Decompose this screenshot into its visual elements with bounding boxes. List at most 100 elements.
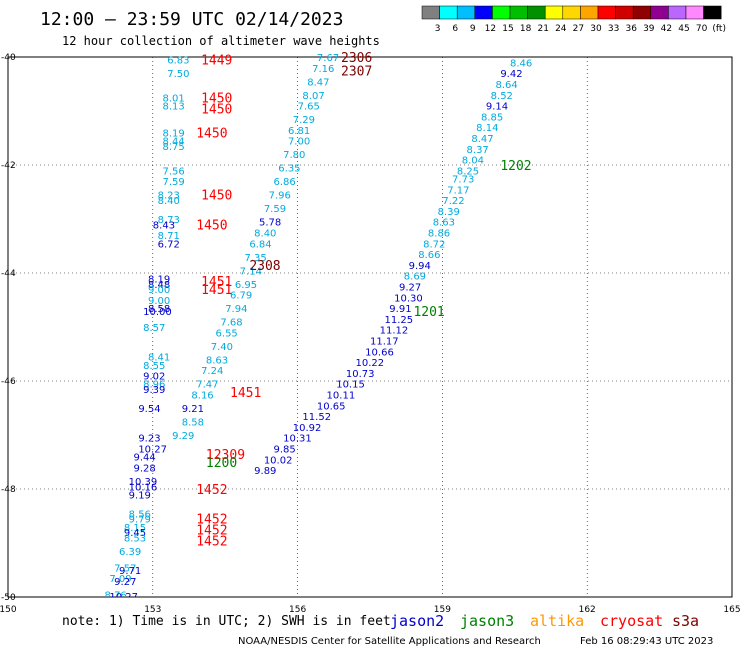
wave-height-label: 6.83 [167,56,189,67]
wave-height-label: 8.44 [162,137,184,148]
wave-height-label: 6.86 [273,177,295,188]
wave-height-label: 11.52 [302,412,331,423]
pass-time-label: 1202 [500,159,531,174]
color-scale-label: 30 [590,24,602,34]
wave-height-label: 8.04 [462,156,484,167]
wave-height-label: 6.72 [158,239,180,250]
y-tick-label: -48 [1,485,16,495]
color-scale-label: 24 [555,24,567,34]
wave-height-label: 10.73 [346,369,375,380]
wave-height-label: 9.94 [409,261,431,272]
wave-height-label: 7.14 [240,266,262,277]
satellite-legend-altika: altika [530,612,584,630]
pass-time-label: 1452 [196,513,227,528]
data-labels: 6.83 7.67 7.50 7.16 8.47 8.07 8.01 7.65 8.13 7.29… [105,51,533,601]
wave-height-label: 9.54 [138,404,160,415]
color-swatch [580,5,599,20]
wave-height-label: 8.40 [254,229,276,240]
wave-height-label: 8.19 [162,129,184,140]
wave-height-label: 7.96 [269,191,291,202]
wave-height-label: 9.39 [143,385,165,396]
color-scale-label: 15 [502,24,513,34]
pass-time-label: 2307 [341,65,372,80]
wave-height-label: 6.84 [249,239,271,250]
wave-height-label: 10.15 [336,380,365,391]
wave-height-label: 9.21 [182,404,204,415]
y-tick-label: -46 [1,377,16,387]
wave-height-label: 9.44 [133,453,155,464]
color-swatch [456,5,476,20]
wave-height-label: 8.19 [148,274,170,285]
color-swatch [685,5,704,20]
wave-height-label: 7.22 [442,196,464,207]
wave-height-label: 9.42 [500,69,522,80]
wave-height-label: 8.76 [105,590,127,601]
pass-time-label: 2306 [341,51,372,66]
pass-time-label: 1452 [196,534,227,549]
pass-time-label: 1200 [206,456,237,471]
wave-height-label: 7.68 [220,318,242,329]
pass-time-label: 1449 [201,54,232,69]
y-tick-label: -42 [1,161,16,171]
wave-height-label: 9.00 [148,296,170,307]
wave-height-label: 7.47 [196,380,218,391]
wave-height-label: 9.91 [389,304,411,315]
wave-height-label: 8.85 [481,112,503,123]
plot-area: 150 153 156 159 162 165 -40 -42 -44 -46 -48 -50 6.83… [0,51,740,615]
wave-height-label: 7.56 [162,166,184,177]
pass-time-label: 1450 [196,127,227,142]
x-tick-label: 150 [0,605,17,615]
chart-subtitle: 12 hour collection of altimeter wave hei… [62,34,380,48]
wave-height-label: 10.22 [356,358,385,369]
pass-time-label: 1450 [196,218,227,233]
wave-height-label: 10.31 [283,434,312,445]
wave-height-label: 8.86 [428,229,450,240]
wave-height-label: 8.01 [162,94,184,105]
color-swatch [703,5,722,20]
wave-height-label: 6.81 [288,126,310,137]
pass-time-label: 1452 [196,524,227,539]
color-swatch [527,5,546,20]
color-scale-label: 9 [470,24,476,34]
wave-height-label: 8.58 [148,304,170,315]
color-scale-label: 3 [435,24,441,34]
wave-height-label: 7.80 [283,150,305,161]
pass-time-label: 1201 [413,305,444,320]
wave-height-label: 9.27 [399,283,421,294]
wave-height-label: 8.66 [418,250,440,261]
y-tick-label: -50 [1,593,16,603]
wave-height-label: 11.12 [380,326,409,337]
color-swatch [615,5,634,20]
wave-height-label: 8.13 [162,102,184,113]
wave-height-label: 8.47 [307,77,329,88]
color-swatch [474,5,493,20]
satellite-legend-jason3: jason3 [460,612,514,630]
footer-timestamp: Feb 16 08:29:43 UTC 2023 [580,636,713,647]
wave-height-label: 7.40 [211,342,233,353]
pass-time-label: 1450 [201,189,232,204]
wave-height-label: 6.79 [230,291,252,302]
wave-height-label: 8.63 [206,355,228,366]
wave-height-label: 9.45 [124,528,146,539]
wave-height-label: 7.09 [109,574,131,585]
wave-height-label: 6.39 [119,547,141,558]
wave-height-label: 10.30 [394,293,423,304]
wave-height-label: 8.53 [124,534,146,545]
wave-height-label: 10.65 [317,401,346,412]
wave-height-label: 9.28 [133,463,155,474]
wave-height-label: 8.69 [404,272,426,283]
wave-height-label: 9.29 [172,431,194,442]
color-swatch [544,5,564,20]
wave-height-label: 7.35 [245,253,267,264]
x-tick-label: 156 [289,605,306,615]
footer-note: note: 1) Time is in UTC; 2) SWH is in fe… [62,614,391,629]
color-swatch [492,5,511,20]
wave-height-label: 8.37 [467,145,489,156]
wave-height-label: 7.00 [288,137,310,148]
wave-height-label: 8.14 [476,123,498,134]
wave-height-label: 8.40 [158,196,180,207]
pass-time-label: 1450 [201,102,232,117]
color-scale-label: 42 [661,24,672,34]
y-tick-label: -44 [1,269,16,279]
